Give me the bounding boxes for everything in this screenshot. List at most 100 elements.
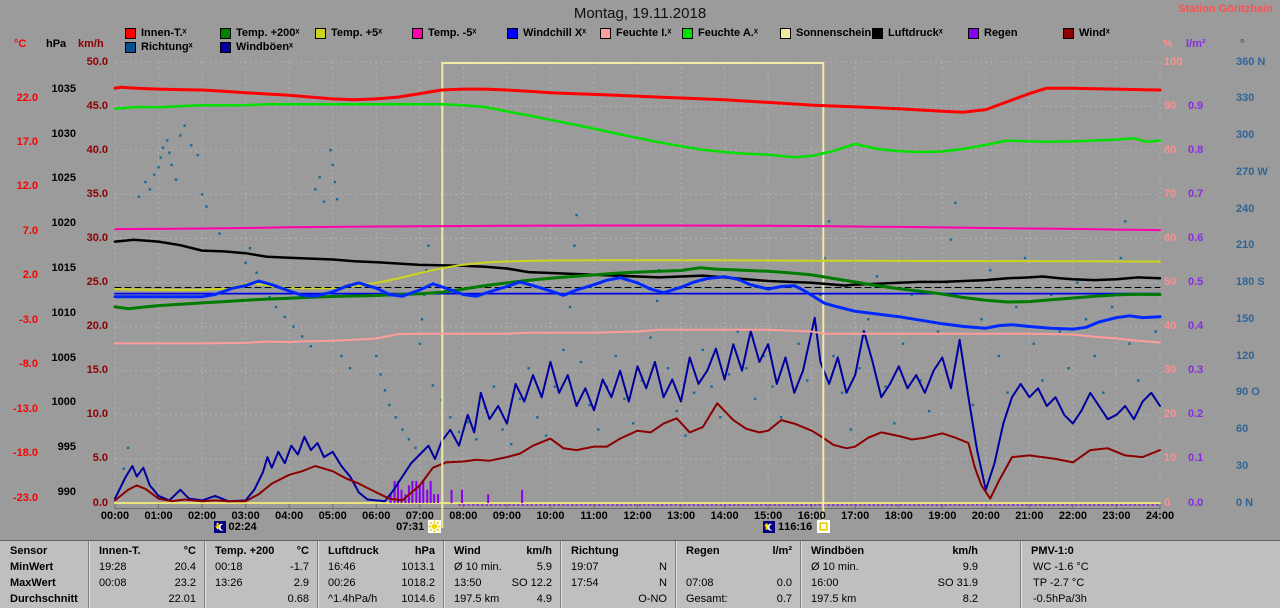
wind-direction-dot [157,166,160,169]
cell-time: Ø 10 min. [811,561,859,573]
wind-direction-dot [719,416,722,419]
table-row-labels: Sensor MinWert MaxWert Durchschnitt [0,541,88,608]
wind-direction-dot [148,188,152,191]
wind-direction-dot [1058,330,1062,333]
axis-tick-temp_c: -18.0 [12,447,38,460]
legend-label: Temp. +200ˣ [236,27,300,39]
axis-tick-pct: 30 [1164,364,1177,377]
wind-direction-dot [510,443,513,446]
wind-direction-dot [248,247,252,250]
axis-tick-pct: 90 [1164,99,1177,112]
axis-tick-dir: 360 N [1236,55,1266,68]
cell-time [676,559,686,575]
wind-direction-dot [727,373,731,376]
wind-direction-dot [823,256,826,260]
cell-value [792,559,800,575]
legend-item: Temp. -5ˣ [412,27,476,39]
wind-direction-dot [684,434,687,437]
sensor-unit: hPa [414,545,435,557]
wind-direction-dot [137,195,141,198]
table-row: ^1.4hPa/h 1014.6 [318,591,443,607]
wind-direction-dot [623,397,626,401]
wind-direction-dot [383,389,387,392]
cell-time: 19:28 [99,561,127,573]
wind-direction-dot [205,205,208,208]
series-luftdruck [113,238,1162,287]
x-axis-label: 07:00 [405,510,434,522]
table-row: O-NO [561,591,675,607]
axis-tick-dir: 30 [1236,459,1249,472]
wind-direction-dot [401,428,404,431]
wind-direction-dot [901,342,905,345]
legend-label: Temp. -5ˣ [428,27,477,39]
series-windboeen [114,316,1161,503]
x-axis-label: 09:00 [492,510,521,522]
moonrise-time-label: 1 [777,521,785,533]
axis-tick-kmh: 10.0 [86,408,108,421]
x-axis-label: 20:00 [971,510,1000,522]
cell-time: 16:00 [811,577,839,589]
axis-tick-hpa: 1015 [51,261,76,274]
x-axis-label: 00:00 [100,510,130,522]
axis-tick-lm2: 0.7 [1188,187,1204,200]
axis-tick-lm2: 0.3 [1188,364,1204,377]
table-column-richtung: Richtung 19:07 N 17:54 N O-NO [560,541,675,608]
axis-tick-pct: 20 [1164,408,1177,421]
legend-color-swatch [682,27,693,39]
wind-direction-dot [166,139,169,142]
legend-color-swatch [872,27,883,39]
legend-item: Feuchte A.ˣ [682,27,758,39]
axis-tick-hpa: 1035 [51,82,76,95]
table-column-header: Luftdruck hPa [318,543,443,559]
wind-direction-dot [174,178,178,181]
table-column-pmv-1-0: PMV-1:0 WC -1.6 °C TP -2.7 °C -0.5hPa/3h [1020,541,1280,608]
series-temp-p200 [113,266,1162,311]
table-column-header: PMV-1:0 [1021,543,1280,559]
chart-canvas [113,61,1162,528]
sensor-name: Luftdruck [328,545,379,557]
wind-direction-dot [283,315,287,318]
cell-value [1272,591,1280,607]
sensor-name: Innen-T. [99,545,141,557]
wind-direction-dot [544,434,548,437]
legend-label: Luftdruckˣ [888,27,943,39]
table-row: TP -2.7 °C [1021,575,1280,591]
sensor-name: PMV-1:0 [1031,545,1074,557]
axis-tick-temp_c: 7.0 [22,224,38,237]
axis-tick-dir: 180 S [1236,276,1265,288]
table-column-header: Regen l/m² [676,543,800,559]
axis-tick-hpa: 990 [57,486,76,498]
x-axis-label: 04:00 [275,510,304,522]
wind-direction-dot [753,397,757,401]
wind-direction-dot [427,244,430,247]
wind-direction-dot [1084,318,1088,321]
wind-direction-dot [867,318,870,321]
wind-direction-dot [954,201,957,205]
legend-color-swatch [968,27,979,39]
axis-tick-temp_c: -8.0 [19,358,38,371]
wind-direction-dot [333,180,337,184]
wind-direction-dot [875,275,879,278]
wind-direction-dot [501,428,504,431]
axis-tick-lm2: 0.2 [1188,408,1204,421]
cell-time: 00:18 [215,561,243,573]
wind-direction-dot [144,180,147,184]
wind-direction-dot [431,384,435,387]
wind-direction-dot [649,336,652,339]
table-row-label: Durchschnitt [0,591,88,607]
axis-tick-kmh: 20.0 [86,320,108,333]
cell-value [1272,559,1280,575]
axis-tick-temp_c: -13.0 [12,402,38,415]
wind-direction-dot [928,409,931,413]
wind-direction-dot [255,271,258,274]
axis-tick-dir: 0 N [1236,496,1254,509]
table-row: 197.5 km 8.2 [801,591,1020,607]
axis-tick-pct: 0 [1164,496,1171,509]
wind-direction-dot [1119,256,1123,260]
wind-direction-dot [640,379,644,382]
wind-direction-dot [936,330,940,333]
wind-direction-dot [292,325,295,328]
cell-value: O-NO [638,593,667,605]
axis-tick-kmh: 0.0 [92,496,108,509]
wind-direction-dot [1110,305,1114,309]
